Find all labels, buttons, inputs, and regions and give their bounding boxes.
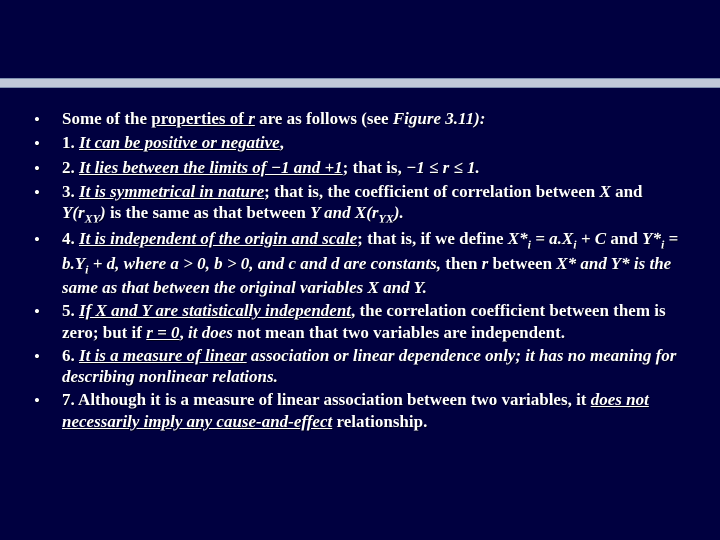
bullet-text: 6. It is a measure of linear association… [62, 345, 690, 388]
header-bar [0, 78, 720, 88]
bullet-icon: • [34, 228, 62, 298]
list-item: • 5. If X and Y are statistically indepe… [34, 300, 690, 343]
list-item: • 1. It can be positive or negative, [34, 132, 690, 154]
bullet-text: 1. It can be positive or negative, [62, 132, 690, 154]
list-item: • Some of the properties of r are as fol… [34, 108, 690, 130]
list-item: • 2. It lies between the limits of −1 an… [34, 157, 690, 179]
bullet-text: 5. If X and Y are statistically independ… [62, 300, 690, 343]
list-item: • 3. It is symmetrical in nature; that i… [34, 181, 690, 227]
bullet-icon: • [34, 132, 62, 154]
bullet-text: Some of the properties of r are as follo… [62, 108, 690, 130]
bullet-text: 2. It lies between the limits of −1 and … [62, 157, 690, 179]
list-item: • 7. Although it is a measure of linear … [34, 389, 690, 432]
bullet-icon: • [34, 108, 62, 130]
bullet-icon: • [34, 345, 62, 388]
bullet-text: 7. Although it is a measure of linear as… [62, 389, 690, 432]
bullet-list: • Some of the properties of r are as fol… [34, 108, 690, 434]
list-item: • 4. It is independent of the origin and… [34, 228, 690, 298]
bullet-text: 3. It is symmetrical in nature; that is,… [62, 181, 690, 227]
bullet-icon: • [34, 300, 62, 343]
bullet-text: 4. It is independent of the origin and s… [62, 228, 690, 298]
bullet-icon: • [34, 157, 62, 179]
bullet-icon: • [34, 389, 62, 432]
bullet-icon: • [34, 181, 62, 227]
list-item: • 6. It is a measure of linear associati… [34, 345, 690, 388]
